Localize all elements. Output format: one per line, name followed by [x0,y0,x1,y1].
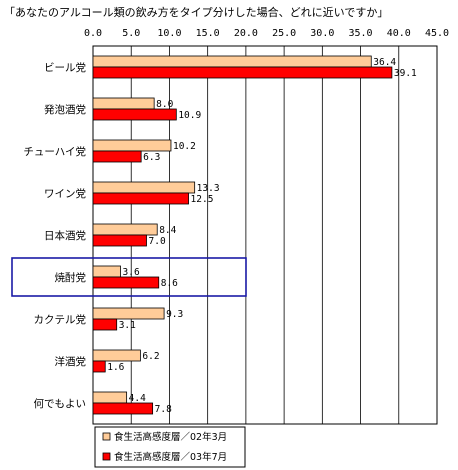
x-tick-label: 25.0 [272,28,296,39]
x-tick-label: 30.0 [310,28,334,39]
data-label-series-2: 8.6 [161,278,178,289]
category-label: カクテル党 [34,313,87,326]
data-label-series-2: 6.3 [143,152,160,163]
chart-title: 「あなたのアルコール類の飲み方をタイプ分けした場合、どれに近いですか」 [4,5,388,19]
bar-series-1 [92,139,172,152]
legend: 食生活高感度層／02年3月 食生活高感度層／03年7月 [94,426,246,468]
data-label-series-1: 8.4 [159,225,176,236]
category-label: ワイン党 [44,187,86,200]
data-label-series-2: 1.6 [107,362,124,373]
data-label-series-1: 8.0 [156,99,173,110]
bar-series-2 [92,66,393,79]
bar-series-1 [92,181,196,194]
bar-series-2 [92,360,106,373]
legend-box [94,426,246,468]
category-label: チューハイ党 [23,145,86,158]
bar-series-1 [92,97,155,110]
category-label: 焼酎党 [55,271,87,284]
bar-series-2 [92,192,189,205]
category-label: 日本酒党 [44,229,86,242]
category-label: 洋酒党 [55,355,87,368]
data-label-series-1: 9.3 [166,309,183,320]
data-label-series-1: 10.2 [173,141,196,152]
data-label-series-2: 3.1 [119,320,136,331]
highlight-box [11,257,247,297]
x-tick-label: 10.0 [157,28,181,39]
x-tick-label: 35.0 [349,28,373,39]
bar-series-1 [92,223,158,236]
data-label-series-1: 3.6 [123,267,140,278]
legend-label-series-2: 食生活高感度層／03年7月 [114,451,227,463]
data-labels: 36.439.1 8.0 10.9 10.2 6.3 13.312.5 8.47.0 3.6 8… [107,57,417,415]
x-tick-label: 5.0 [122,28,140,39]
bar-series-1 [92,391,128,404]
bar-series-2 [92,402,154,415]
data-label-series-2: 12.5 [191,194,214,205]
data-label-series-2: 7.8 [155,404,172,415]
bar-series-1 [92,307,165,320]
bar-series-2 [92,108,177,121]
x-tick-label: 40.0 [387,28,411,39]
category-label: ビール党 [44,61,86,74]
bar-series-1 [92,265,121,278]
x-tick-label: 45.0 [425,28,449,39]
data-label-series-2: 10.9 [178,110,201,121]
data-label-series-1: 6.2 [142,351,159,362]
bar-series-1 [92,349,141,362]
bar-series-2 [92,276,160,289]
bar-series-2 [92,150,142,163]
legend-label-series-1: 食生活高感度層／02年3月 [114,431,227,443]
x-tick-label: 15.0 [196,28,220,39]
category-label: 発泡酒党 [44,103,86,116]
x-tick-label: 20.0 [234,28,258,39]
data-label-series-2: 39.1 [394,68,417,79]
bar-series-2 [92,234,147,247]
bars [92,55,393,415]
data-label-series-1: 36.4 [373,57,396,68]
x-tick-label: 0.0 [84,28,102,39]
legend-swatch-series-2 [102,452,111,461]
x-axis-tick-labels: 0.0 5.0 10.0 15.0 20.0 25.0 30.0 35.0 40.0 45.0 [84,28,449,39]
bar-series-1 [92,55,372,68]
category-label: 何でもよい [34,397,87,410]
bar-series-2 [92,318,118,331]
data-label-series-1: 13.3 [197,183,220,194]
data-label-series-1: 4.4 [129,393,146,404]
legend-swatch-series-1 [102,432,111,441]
data-label-series-2: 7.0 [149,236,166,247]
